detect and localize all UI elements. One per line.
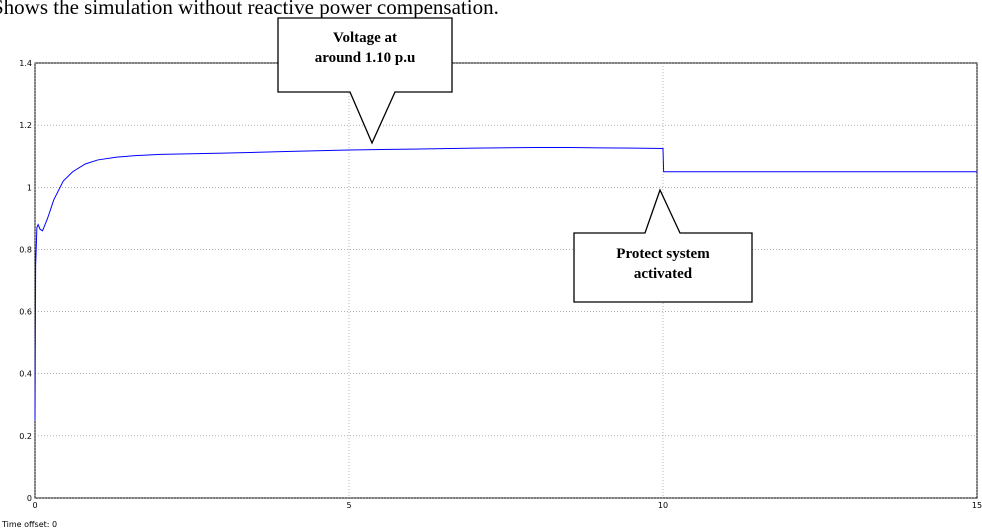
y-tick-label: 1 [27,183,32,192]
callout-box [277,17,453,145]
caption: Shows the simulation without reactive po… [0,0,499,19]
y-tick-label: 0.6 [19,308,32,317]
x-tick-label: 15 [972,501,982,510]
y-tick-label: 0.4 [19,370,32,379]
time-offset: Time offset: 0 [1,520,57,529]
x-tick-label: 5 [346,501,351,510]
y-tick-label: 0.2 [19,432,32,441]
callout-box [573,188,753,303]
x-tick-label: 0 [32,501,37,510]
y-tick-label: 1.4 [19,59,32,68]
callout-text: Protect system [616,246,710,262]
callout-text: activated [634,266,693,282]
y-tick-label: 0.8 [19,245,32,254]
voltage-line [34,147,977,421]
callout-text: around 1.10 p.u [315,50,416,66]
y-tick-label: 0 [27,494,32,503]
plot-area [34,62,978,499]
callout-text: Voltage at [333,30,397,46]
y-tick-label: 1.2 [19,121,32,130]
x-tick-label: 10 [658,501,668,510]
